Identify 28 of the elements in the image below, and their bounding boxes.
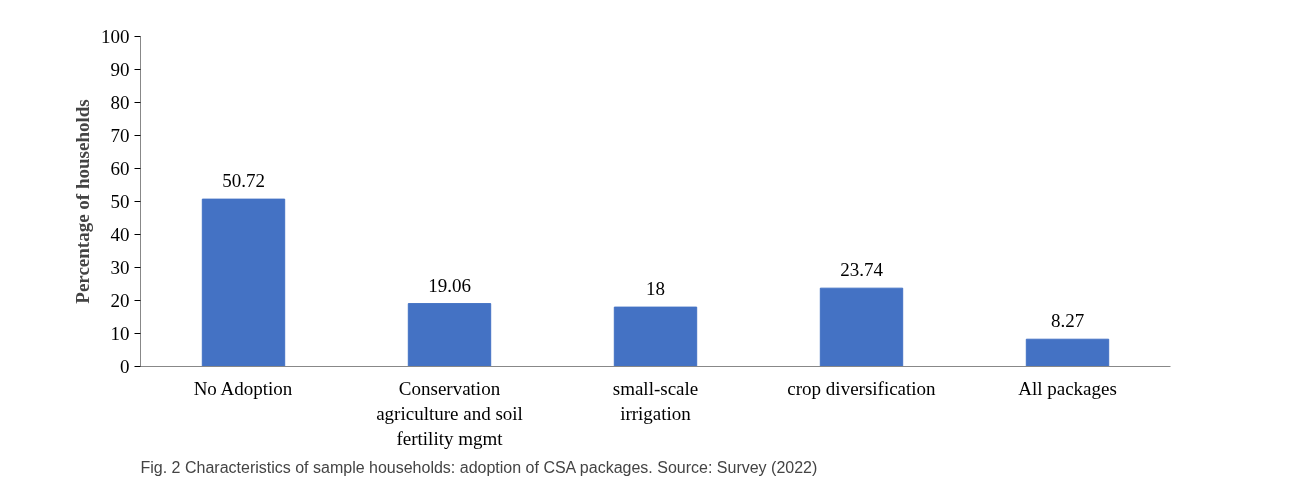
bar <box>613 306 698 367</box>
x-tick-label: crop diversification <box>787 377 937 399</box>
y-tick-label: 80 <box>110 92 130 113</box>
y-tick-label: 40 <box>110 224 130 245</box>
y-axis-title: Percentage of households <box>72 99 93 304</box>
y-tick-label: 10 <box>110 323 130 344</box>
x-tick-label: All packages <box>1018 377 1117 399</box>
bar <box>407 303 492 367</box>
y-tick-label: 30 <box>110 257 130 278</box>
caption: Fig. 2 Characteristics of sample households: adoption of CSA packages. Source: Survey (2022) <box>140 458 818 476</box>
y-tick-label: 70 <box>110 125 130 146</box>
bar <box>201 198 286 367</box>
bar <box>1025 338 1110 367</box>
data-label: 50.72 <box>222 170 265 192</box>
x-tick-label: small-scale irrigation <box>612 377 699 424</box>
y-tick-label: 0 <box>120 356 130 377</box>
x-tick-label: Conservation agriculture and soil fertility mgmt <box>376 377 523 449</box>
x-tick-label: No Adoption <box>193 377 293 399</box>
data-label: 19.06 <box>428 274 471 296</box>
y-tick-label: 60 <box>110 158 130 179</box>
data-label: 23.74 <box>840 259 884 281</box>
y-tick-label: 90 <box>110 59 130 80</box>
data-label: 18 <box>646 278 665 300</box>
data-label: 8.27 <box>1050 310 1085 332</box>
y-tick-label: 20 <box>110 290 130 311</box>
bar <box>819 287 904 367</box>
y-tick-label: 50 <box>110 191 130 212</box>
y-tick-label: 100 <box>101 26 130 47</box>
